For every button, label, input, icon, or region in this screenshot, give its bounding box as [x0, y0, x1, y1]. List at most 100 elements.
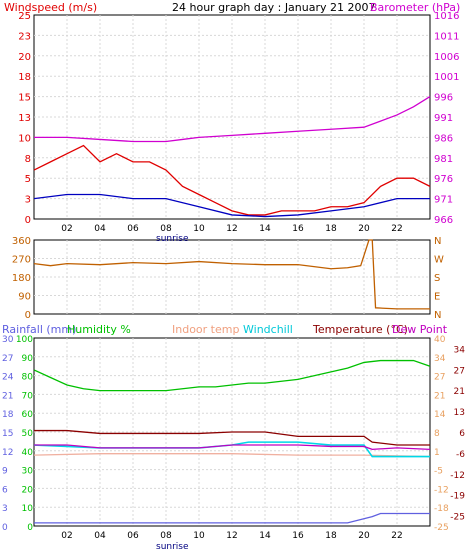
x-tick-label: 12 — [226, 224, 237, 234]
indoor-temp-line — [33, 453, 431, 458]
windspeed-axis-label: Windspeed (m/s) — [4, 1, 97, 14]
direction-degree-tick: 90 — [18, 292, 31, 303]
x-tick-label: 02 — [61, 224, 72, 234]
windspeed-tick: 13 — [18, 113, 31, 124]
temperature-tick: -19 — [450, 492, 465, 502]
windspeed-tick: 23 — [18, 31, 31, 42]
direction-compass-tick: W — [434, 255, 444, 266]
tick-labels: 0358101315182023259669719769819869919961… — [2, 11, 465, 541]
x-tick-label: 20 — [358, 531, 370, 541]
windspeed-line — [33, 144, 431, 216]
x-tick-label: 04 — [94, 224, 106, 234]
windspeed-tick: 20 — [18, 52, 31, 63]
rainfall-tick: 30 — [2, 335, 14, 345]
x-tick-label: 10 — [193, 224, 205, 234]
barometer-axis-label: Barometer (hPa) — [370, 1, 460, 14]
windchill-legend: Windchill — [243, 323, 293, 336]
rainfall-tick: 3 — [2, 504, 8, 514]
temperature-tick: 27 — [454, 366, 465, 376]
sunrise-label-top: sunrise — [156, 234, 189, 244]
indoor-temp-tick: 1 — [434, 448, 440, 458]
rainfall-line — [34, 512, 430, 524]
humidity-tick: 10 — [22, 504, 34, 514]
direction-degree-tick: 0 — [25, 310, 31, 321]
sunrise-label-bottom: sunrise — [156, 542, 189, 552]
rainfall-tick: 24 — [2, 373, 14, 383]
direction-degree-tick: 360 — [12, 236, 31, 247]
dewpoint-line — [34, 444, 431, 451]
barometer-tick: 996 — [434, 93, 453, 104]
x-tick-label: 06 — [127, 224, 139, 234]
barometer-tick: 986 — [434, 133, 453, 144]
barometer-tick: 966 — [434, 215, 453, 226]
x-tick-label: 20 — [358, 224, 370, 234]
barometer-tick: 971 — [434, 195, 453, 206]
x-tick-label: 14 — [259, 224, 271, 234]
temperature-legend: Temperature (°C) — [312, 323, 408, 336]
humidity-tick: 60 — [22, 410, 34, 420]
barometer-tick: 976 — [434, 174, 453, 185]
direction-compass-tick: N — [434, 236, 441, 247]
humidity-tick: 20 — [22, 485, 34, 495]
x-tick-label: 22 — [391, 224, 402, 234]
rainfall-tick: 6 — [2, 485, 8, 495]
rainfall-tick: 15 — [2, 429, 13, 439]
x-tick-label: 04 — [94, 531, 106, 541]
rainfall-tick: 21 — [2, 391, 13, 401]
humidity-tick: 70 — [22, 391, 34, 401]
direction-compass-tick: S — [434, 273, 440, 284]
rainfall-tick: 12 — [2, 448, 13, 458]
windspeed-tick: 5 — [25, 174, 31, 185]
barometer-tick: 1006 — [434, 52, 459, 63]
grid-lines — [34, 15, 430, 526]
humidity-legend: Humidity % — [67, 323, 131, 336]
indoor-temp-legend: Indoor temp — [172, 323, 239, 336]
windspeed-tick: 0 — [25, 215, 31, 226]
temperature-tick: -12 — [450, 471, 465, 481]
rainfall-tick: 0 — [2, 523, 8, 533]
x-tick-label: 16 — [292, 531, 304, 541]
indoor-temp-tick: -25 — [434, 523, 449, 533]
rainfall-legend: Rainfall (mm) — [2, 323, 76, 336]
barometer-tick: 1001 — [434, 72, 459, 83]
wind-direction-line — [33, 239, 430, 310]
x-tick-label: 18 — [325, 531, 337, 541]
windspeed-tick: 25 — [18, 11, 31, 22]
indoor-temp-tick: 40 — [434, 335, 446, 345]
rainfall-tick: 9 — [2, 467, 8, 477]
temperature-tick: 34 — [454, 345, 466, 355]
temperature-tick: 6 — [459, 429, 465, 439]
indoor-temp-tick: 21 — [434, 391, 445, 401]
x-tick-label: 18 — [325, 224, 337, 234]
temperature-tick: 21 — [454, 387, 465, 397]
humidity-tick: 90 — [22, 354, 34, 364]
direction-compass-tick: N — [434, 310, 441, 321]
rainfall-tick: 18 — [2, 410, 14, 420]
windspeed-tick: 10 — [18, 133, 31, 144]
temperature-tick: -6 — [456, 450, 465, 460]
temperature-tick: -25 — [450, 513, 465, 523]
direction-compass-tick: E — [434, 292, 440, 303]
x-tick-label: 02 — [61, 531, 72, 541]
direction-degree-tick: 270 — [12, 255, 31, 266]
temperature-line — [34, 429, 430, 446]
direction-degree-tick: 180 — [12, 273, 31, 284]
indoor-temp-tick: 14 — [434, 410, 446, 420]
x-tick-label: 14 — [259, 531, 271, 541]
barometer-tick: 981 — [434, 154, 453, 165]
series-lines — [33, 96, 431, 524]
indoor-temp-tick: 34 — [434, 354, 446, 364]
indoor-temp-tick: -18 — [434, 504, 449, 514]
humidity-line — [33, 359, 431, 392]
x-tick-label: 16 — [292, 224, 304, 234]
humidity-tick: 30 — [22, 467, 34, 477]
windspeed-tick: 8 — [25, 154, 31, 165]
humidity-tick: 100 — [16, 335, 33, 345]
indoor-temp-tick: 27 — [434, 373, 445, 383]
windspeed-tick: 3 — [25, 195, 31, 206]
wind-low-line — [33, 193, 430, 218]
x-tick-label: 12 — [226, 531, 237, 541]
x-tick-label: 10 — [193, 531, 205, 541]
indoor-temp-tick: 8 — [434, 429, 440, 439]
